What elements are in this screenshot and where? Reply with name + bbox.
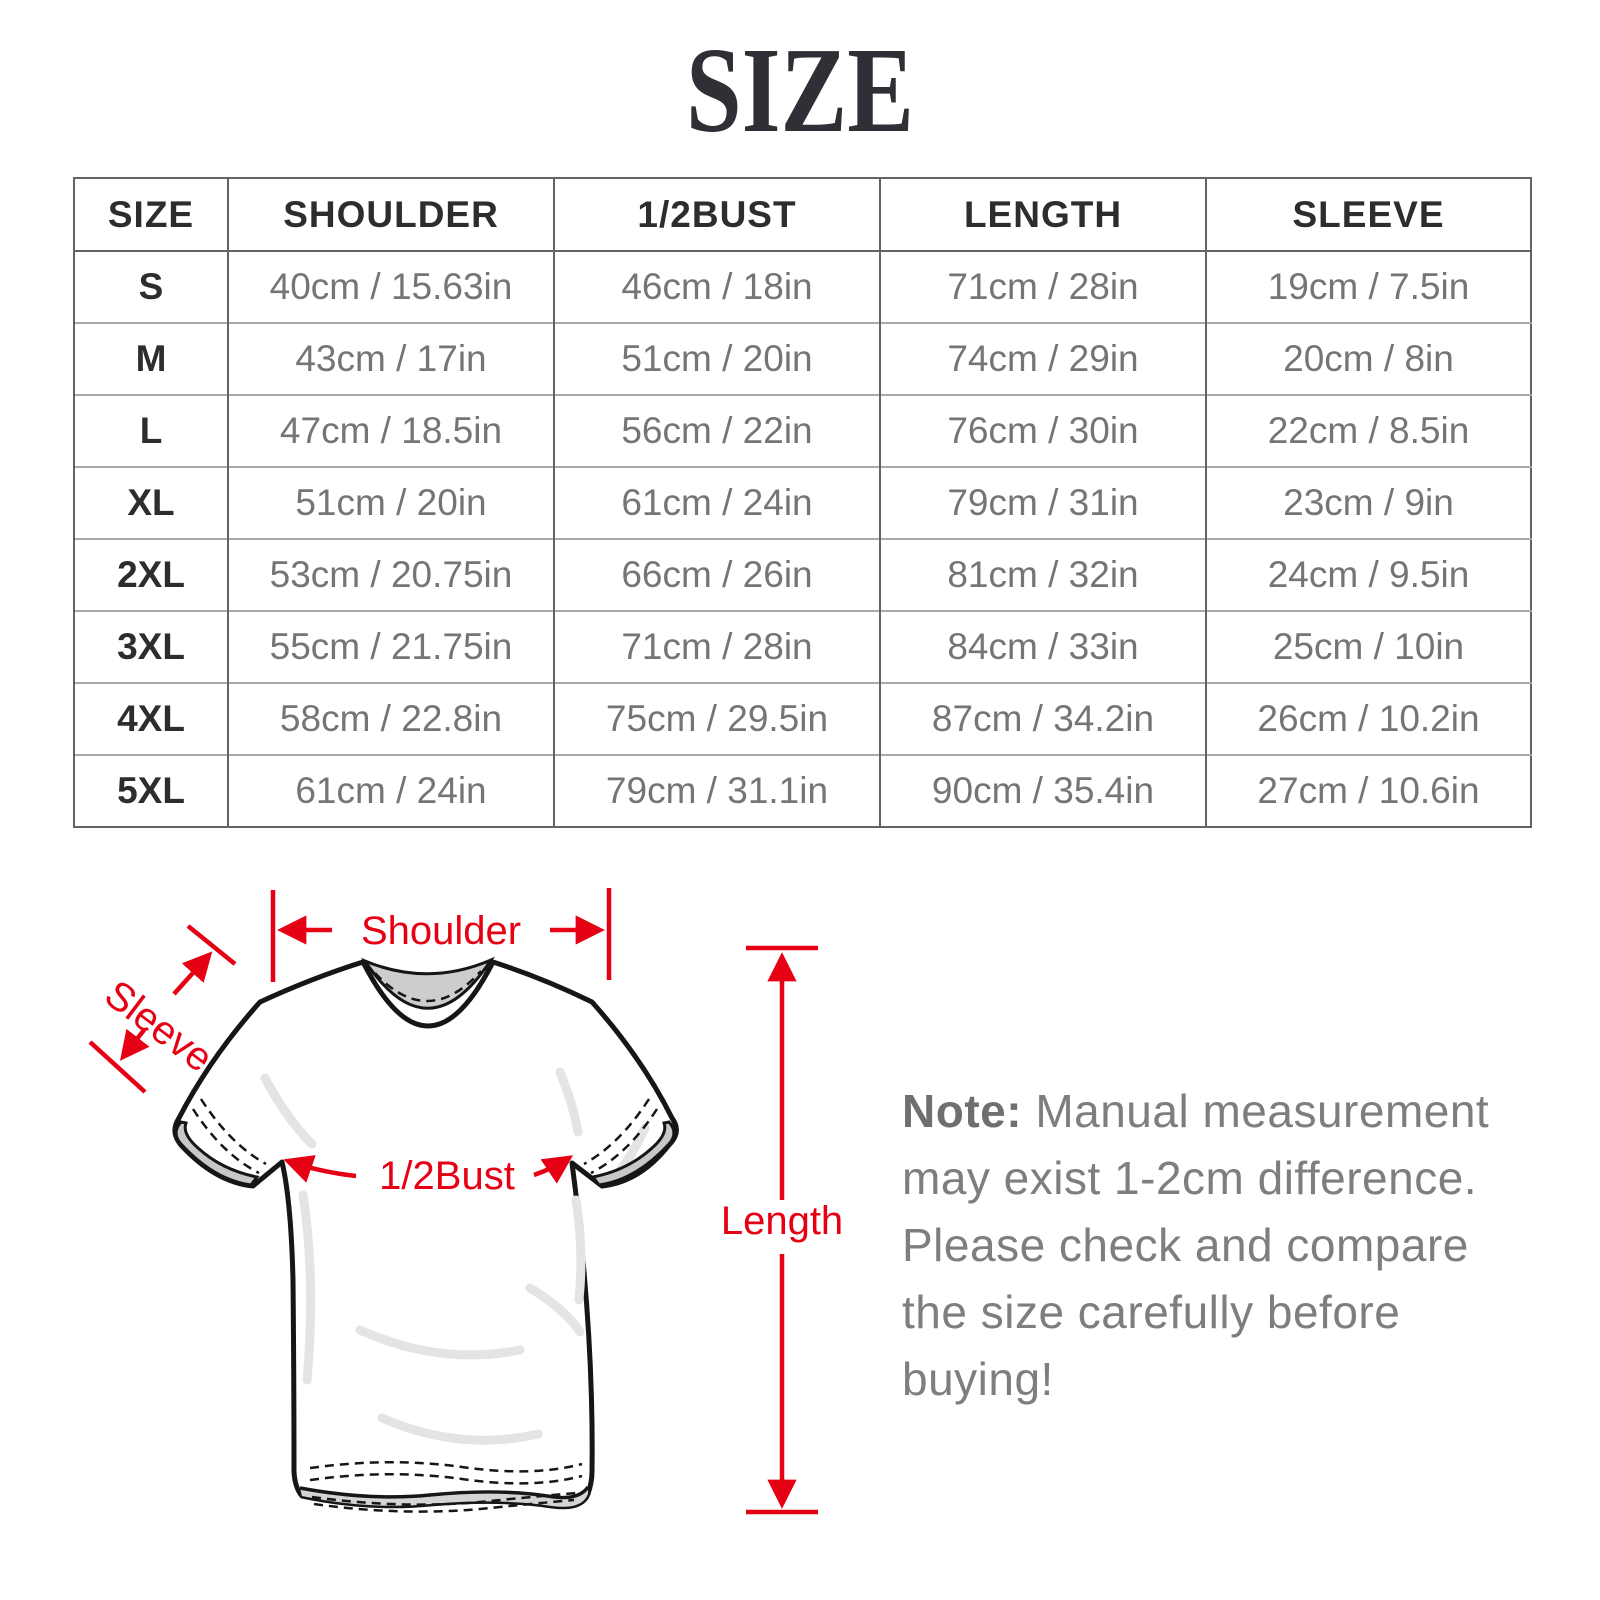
measurement-cell: 23cm / 9in: [1205, 466, 1531, 539]
size-cell: L: [73, 394, 228, 467]
hem-stitches: [309, 1460, 583, 1513]
measurement-cell: 40cm / 15.63in: [227, 251, 554, 323]
measurement-cell: 26cm / 10.2in: [1205, 682, 1531, 755]
measurement-cell: 79cm / 31in: [879, 466, 1206, 539]
measurement-cell: 55cm / 21.75in: [227, 610, 554, 683]
right-cuff-opening: [590, 1120, 676, 1187]
size-table-header-row: SIZE SHOULDER 1/2BUST LENGTH SLEEVE: [73, 178, 1531, 252]
size-table-container: SIZE SHOULDER 1/2BUST LENGTH SLEEVE S 40cm / …: [73, 177, 1532, 828]
tshirt-body: [172, 959, 679, 1510]
measurement-cell: 90cm / 35.4in: [879, 754, 1206, 827]
table-row: L 47cm / 18.5in 56cm / 22in 76cm / 30in 22cm…: [73, 394, 1531, 467]
column-header: SIZE: [73, 178, 228, 252]
note-label: Note:: [902, 1085, 1023, 1137]
measurement-cell: 79cm / 31.1in: [553, 754, 880, 827]
size-cell: 4XL: [73, 682, 228, 755]
measurement-cell: 74cm / 29in: [879, 322, 1206, 395]
length-arrow: Length: [721, 945, 843, 1515]
column-header: SHOULDER: [227, 178, 554, 252]
measurement-cell: 76cm / 30in: [879, 394, 1206, 467]
collar-tape-stitch: [374, 970, 482, 1003]
measurement-cell: 43cm / 17in: [227, 322, 554, 395]
shoulder-arrow: Shoulder: [270, 888, 612, 982]
table-row: 5XL 61cm / 24in 79cm / 31.1in 90cm / 35.4in…: [73, 754, 1531, 827]
measurement-cell: 53cm / 20.75in: [227, 538, 554, 611]
size-cell: 5XL: [73, 754, 228, 827]
note-text: Manual measurement may exist 1-2cm diffe…: [902, 1085, 1490, 1405]
table-row: M 43cm / 17in 51cm / 20in 74cm / 29in 20cm /…: [73, 322, 1531, 395]
measurement-cell: 47cm / 18.5in: [227, 394, 554, 467]
table-row: 2XL 53cm / 20.75in 66cm / 26in 81cm / 32in 2…: [73, 538, 1531, 611]
measurement-cell: 22cm / 8.5in: [1205, 394, 1531, 467]
hem-fold-line: [299, 1485, 590, 1500]
measurement-cell: 56cm / 22in: [553, 394, 880, 467]
measurement-cell: 20cm / 8in: [1205, 322, 1531, 395]
measurement-cell: 58cm / 22.8in: [227, 682, 554, 755]
tshirt-drawing: [172, 956, 679, 1513]
column-header: LENGTH: [879, 178, 1206, 252]
tshirt-diagram: Shoulder Sleeve 1/2Bust Length: [88, 888, 843, 1515]
measurement-cell: 27cm / 10.6in: [1205, 754, 1531, 827]
table-row: S 40cm / 15.63in 46cm / 18in 71cm / 28in 19c…: [73, 251, 1531, 323]
page-title: SIZE: [685, 23, 915, 158]
measurement-cell: 87cm / 34.2in: [879, 682, 1206, 755]
size-cell: 3XL: [73, 610, 228, 683]
note: Note: Manual measurement may exist 1-2cm…: [902, 1078, 1547, 1413]
shoulder-label: Shoulder: [361, 909, 521, 953]
measurement-cell: 84cm / 33in: [879, 610, 1206, 683]
measurement-cell: 61cm / 24in: [227, 754, 554, 827]
column-header: SLEEVE: [1205, 178, 1531, 252]
measurement-cell: 61cm / 24in: [553, 466, 880, 539]
fabric-wrinkles: [260, 1067, 650, 1445]
length-label: Length: [721, 1199, 843, 1243]
measurement-cell: 19cm / 7.5in: [1205, 251, 1531, 323]
size-cell: 2XL: [73, 538, 228, 611]
collar-opening: [361, 956, 495, 1010]
measurement-cell: 71cm / 28in: [553, 610, 880, 683]
measurement-cell: 75cm / 29.5in: [553, 682, 880, 755]
table-row: XL 51cm / 20in 61cm / 24in 79cm / 31in 23cm …: [73, 466, 1531, 539]
table-row: 3XL 55cm / 21.75in 71cm / 28in 84cm / 33in 2…: [73, 610, 1531, 683]
half-bust-label: 1/2Bust: [379, 1154, 515, 1198]
size-table: SIZE SHOULDER 1/2BUST LENGTH SLEEVE S 40cm / …: [73, 177, 1532, 828]
measurement-cell: 71cm / 28in: [879, 251, 1206, 323]
measurement-cell: 81cm / 32in: [879, 538, 1206, 611]
measurement-cell: 66cm / 26in: [553, 538, 880, 611]
measurement-cell: 24cm / 9.5in: [1205, 538, 1531, 611]
table-row: 4XL 58cm / 22.8in 75cm / 29.5in 87cm / 34.2…: [73, 682, 1531, 755]
measurement-cell: 46cm / 18in: [553, 251, 880, 323]
measurement-cell: 51cm / 20in: [227, 466, 554, 539]
size-cell: XL: [73, 466, 228, 539]
measurement-cell: 25cm / 10in: [1205, 610, 1531, 683]
size-cell: M: [73, 322, 228, 395]
measurement-cell: 51cm / 20in: [553, 322, 880, 395]
cuff-stitches: [191, 1098, 659, 1175]
left-cuff-opening: [174, 1120, 260, 1187]
size-table-body: S 40cm / 15.63in 46cm / 18in 71cm / 28in 19c…: [73, 251, 1531, 827]
size-cell: S: [73, 251, 228, 323]
half-bust-arrow: 1/2Bust: [283, 1154, 574, 1198]
column-header: 1/2BUST: [553, 178, 880, 252]
